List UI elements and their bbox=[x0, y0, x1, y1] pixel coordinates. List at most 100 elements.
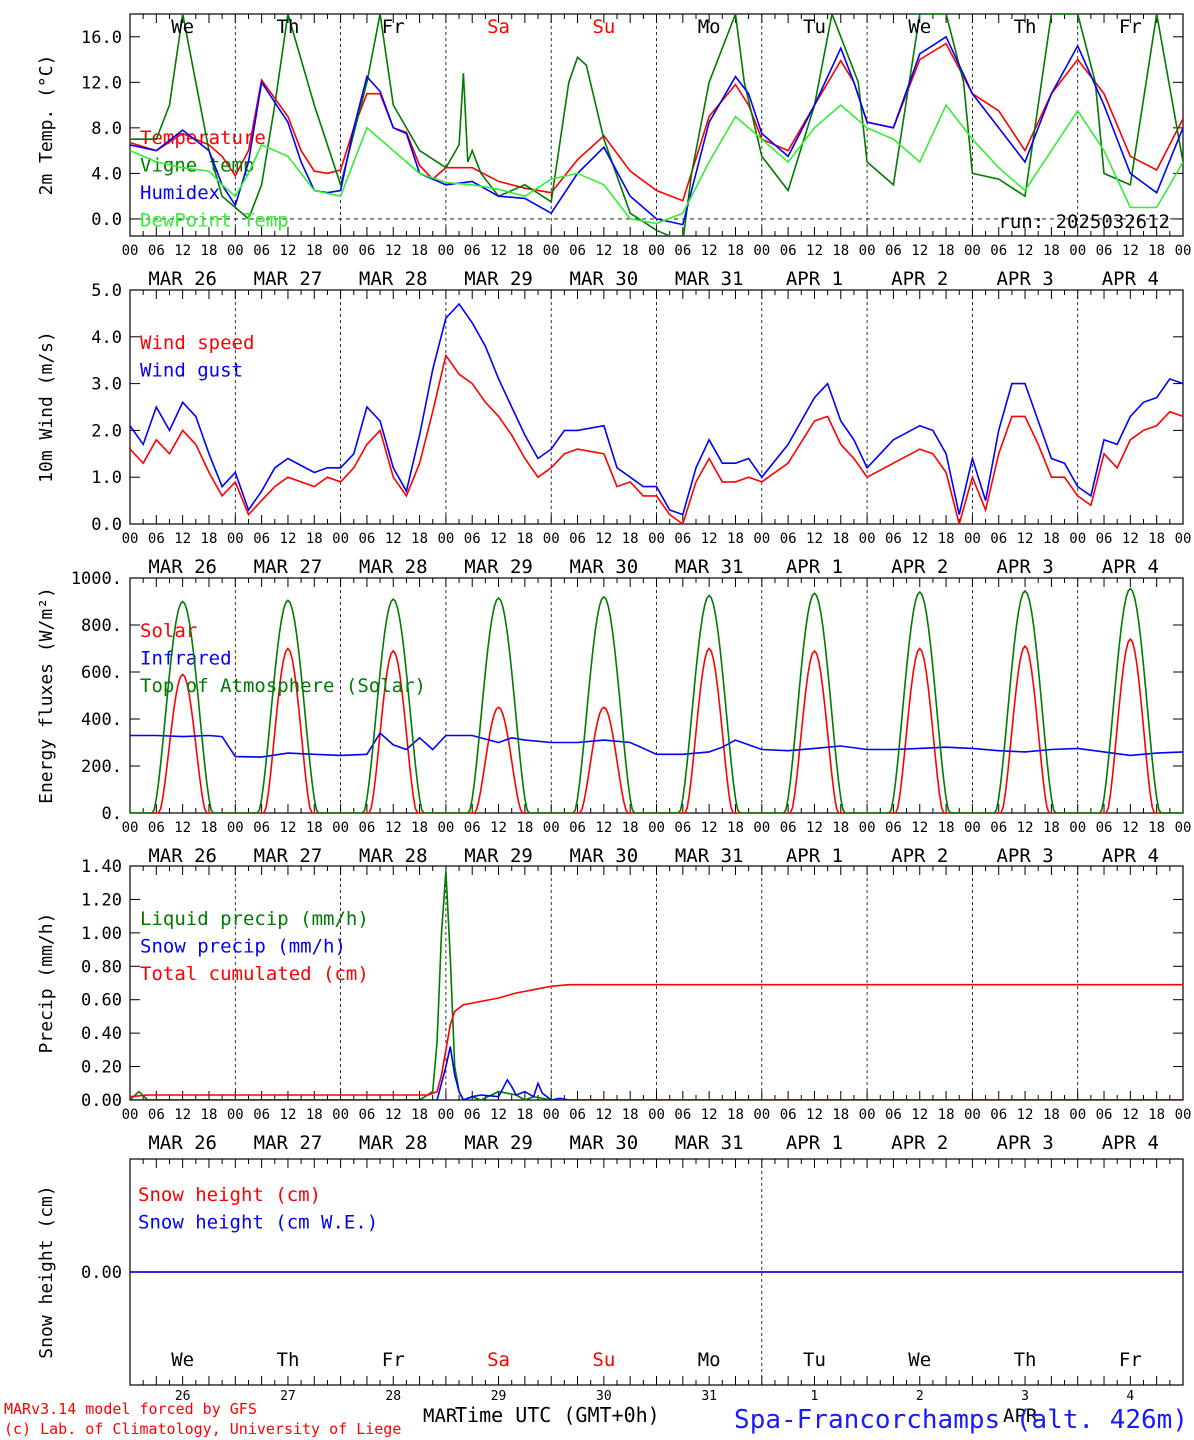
hour-tick-label: 12 bbox=[385, 531, 402, 547]
hour-tick-label: 18 bbox=[938, 531, 955, 547]
day-name-bottom: Th bbox=[277, 1349, 300, 1371]
day-name-top: Fr bbox=[382, 16, 405, 38]
y-tick-label: 1000. bbox=[71, 569, 122, 589]
legend-entry: Solar bbox=[140, 620, 197, 642]
hour-tick-label: 06 bbox=[885, 820, 902, 836]
y-tick-label: 16.0 bbox=[81, 28, 122, 48]
hour-tick-label: 00 bbox=[859, 531, 876, 547]
legend-entry: Top of Atmosphere (Solar) bbox=[140, 675, 426, 697]
hour-tick-label: 00 bbox=[1175, 1107, 1192, 1123]
hour-tick-label: 00 bbox=[964, 820, 981, 836]
hour-tick-label: 00 bbox=[964, 531, 981, 547]
date-label: MAR 28 bbox=[359, 556, 428, 578]
date-label: APR 2 bbox=[891, 1132, 948, 1154]
hour-tick-label: 06 bbox=[674, 820, 691, 836]
hour-tick-label: 00 bbox=[227, 820, 244, 836]
hour-tick-label: 00 bbox=[122, 531, 139, 547]
day-name-bottom: Fr bbox=[382, 1349, 405, 1371]
hour-tick-label: 00 bbox=[648, 243, 665, 259]
hour-tick-label: 18 bbox=[516, 1107, 533, 1123]
hour-tick-label: 00 bbox=[122, 820, 139, 836]
hour-tick-label: 06 bbox=[464, 820, 481, 836]
hour-tick-label: 12 bbox=[174, 243, 191, 259]
date-label: MAR 31 bbox=[675, 556, 744, 578]
hour-tick-label: 12 bbox=[911, 243, 928, 259]
series-line-temperature-3 bbox=[130, 103, 1183, 225]
day-number: 31 bbox=[701, 1389, 717, 1404]
hour-tick-label: 06 bbox=[990, 243, 1007, 259]
panel-precip: 0.00 0.20 0.40 0.60 0.80 1.00 1.20 1.40 Precip (… bbox=[36, 857, 1191, 1154]
hour-tick-label: 18 bbox=[938, 820, 955, 836]
date-label: APR 2 bbox=[891, 556, 948, 578]
series-line-temperature-1 bbox=[130, 14, 1183, 236]
hour-tick-label: 06 bbox=[569, 1107, 586, 1123]
hour-tick-label: 00 bbox=[332, 1107, 349, 1123]
day-name-bottom: We bbox=[908, 1349, 931, 1371]
hour-tick-label: 06 bbox=[148, 531, 165, 547]
hour-tick-label: 12 bbox=[1017, 820, 1034, 836]
hour-tick-label: 06 bbox=[990, 531, 1007, 547]
day-name-top: Fr bbox=[1119, 16, 1142, 38]
hour-tick-label: 00 bbox=[1069, 243, 1086, 259]
hour-tick-label: 00 bbox=[543, 820, 560, 836]
hour-tick-label: 00 bbox=[859, 820, 876, 836]
day-number: 4 bbox=[1126, 1389, 1134, 1404]
y-tick-label: 1.0 bbox=[91, 468, 122, 488]
hour-tick-label: 12 bbox=[911, 820, 928, 836]
hour-tick-label: 00 bbox=[122, 1107, 139, 1123]
hour-tick-label: 18 bbox=[727, 1107, 744, 1123]
hour-tick-label: 12 bbox=[701, 243, 718, 259]
hour-tick-label: 18 bbox=[1148, 1107, 1165, 1123]
series-line-energy-0 bbox=[130, 637, 1183, 813]
y-tick-label: 600. bbox=[81, 663, 122, 683]
day-name-top: Mo bbox=[698, 16, 721, 38]
hour-tick-label: 00 bbox=[1175, 243, 1192, 259]
day-name-top: Sa bbox=[487, 16, 510, 38]
hour-tick-label: 00 bbox=[437, 1107, 454, 1123]
panel-snow: 0.00 Snow height (cm) Snow height (cm) Snow… bbox=[36, 1158, 1184, 1386]
hour-tick-label: 06 bbox=[1096, 820, 1113, 836]
y-tick-label: 4.0 bbox=[91, 328, 122, 348]
hour-tick-label: 00 bbox=[332, 531, 349, 547]
legend-entry: Snow height (cm) bbox=[138, 1184, 321, 1206]
series-line-precip-1 bbox=[130, 1046, 1183, 1100]
hour-tick-label: 18 bbox=[1043, 820, 1060, 836]
date-label: MAR 26 bbox=[148, 268, 217, 290]
y-tick-label: 800. bbox=[81, 616, 122, 636]
hour-tick-label: 18 bbox=[832, 820, 849, 836]
date-label: MAR 27 bbox=[254, 1132, 323, 1154]
hour-tick-label: 00 bbox=[753, 243, 770, 259]
hour-tick-label: 00 bbox=[437, 820, 454, 836]
hour-tick-label: 12 bbox=[595, 243, 612, 259]
day-name-bottom: Th bbox=[1014, 1349, 1037, 1371]
legend-entry: Snow precip (mm/h) bbox=[140, 936, 346, 958]
hour-tick-label: 12 bbox=[806, 1107, 823, 1123]
hour-tick-label: 00 bbox=[1175, 531, 1192, 547]
date-label: MAR 28 bbox=[359, 268, 428, 290]
hour-tick-label: 18 bbox=[1148, 243, 1165, 259]
hour-tick-label: 12 bbox=[490, 531, 507, 547]
date-label: APR 4 bbox=[1102, 556, 1159, 578]
hour-tick-label: 06 bbox=[148, 1107, 165, 1123]
y-tick-label: 2.0 bbox=[91, 421, 122, 441]
hour-tick-label: 12 bbox=[701, 1107, 718, 1123]
hour-tick-label: 06 bbox=[780, 1107, 797, 1123]
hour-tick-label: 12 bbox=[595, 1107, 612, 1123]
hour-tick-label: 00 bbox=[753, 531, 770, 547]
day-number: 1 bbox=[811, 1389, 819, 1404]
legend-entry: DewPoint Temp bbox=[140, 210, 289, 232]
hour-tick-label: 12 bbox=[1122, 243, 1139, 259]
hour-tick-label: 00 bbox=[227, 531, 244, 547]
hour-tick-label: 18 bbox=[832, 1107, 849, 1123]
y-tick-label: 0.0 bbox=[91, 515, 122, 535]
y-axis-label: 2m Temp. (°C) bbox=[36, 55, 57, 196]
hour-tick-label: 18 bbox=[832, 243, 849, 259]
hour-tick-label: 06 bbox=[885, 243, 902, 259]
hour-tick-label: 12 bbox=[490, 243, 507, 259]
day-name-bottom: Fr bbox=[1119, 1349, 1142, 1371]
date-label: MAR 26 bbox=[148, 845, 217, 867]
hour-tick-label: 06 bbox=[1096, 1107, 1113, 1123]
hour-tick-label: 06 bbox=[253, 820, 270, 836]
day-number: 3 bbox=[1021, 1389, 1029, 1404]
hour-tick-label: 00 bbox=[753, 1107, 770, 1123]
